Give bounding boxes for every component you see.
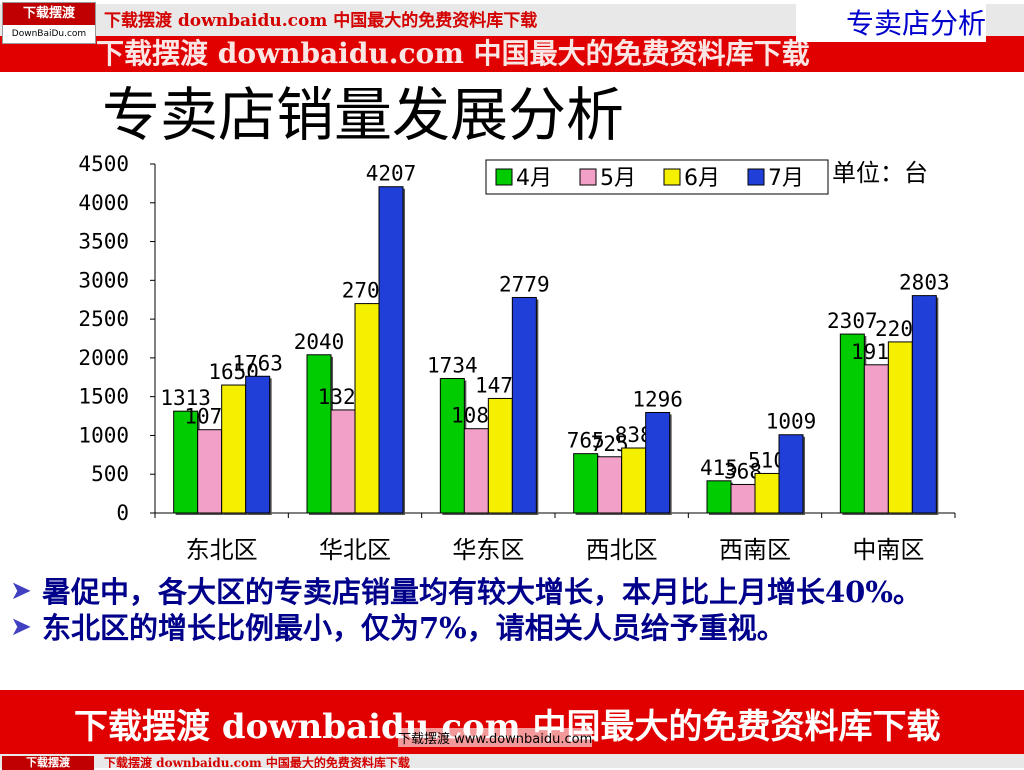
bar — [378, 186, 404, 514]
bar — [306, 354, 332, 514]
data-label: 765 — [567, 429, 605, 453]
legend-label: 5月 — [600, 166, 636, 191]
arrow-right-icon: ➤ — [10, 612, 32, 642]
logo-domain: DownBaiDu.com — [11, 29, 87, 39]
y-tick-label: 1500 — [78, 385, 129, 409]
x-tick-label: 华北区 — [319, 536, 391, 564]
bullet-text: 暑促中，各大区的专卖店销量均有较大增长，本月比上月增长40%。 — [42, 575, 922, 609]
y-tick-label: 500 — [91, 462, 129, 486]
y-tick-label: 4500 — [78, 152, 129, 176]
banner-text[interactable]: 下载摆渡 downbaidu.com 中国最大的免费资料库下载 — [104, 11, 538, 31]
bullet-item: ➤ 东北区的增长比例最小，仅为7%，请相关人员给予重视。 — [10, 610, 802, 646]
data-label: 1009 — [766, 410, 817, 434]
x-tick-label: 中南区 — [852, 536, 924, 564]
y-tick-label: 1000 — [78, 423, 129, 447]
y-tick-label: 3000 — [78, 268, 129, 292]
bar — [221, 384, 247, 514]
y-tick-label: 2000 — [78, 346, 129, 370]
bar — [245, 375, 271, 514]
sales-bar-chart: 0 500 1000 1500 2000 2500 3000 3500 4000 4500 东北区 华… — [78, 152, 956, 564]
y-tick-label: 4000 — [78, 191, 129, 215]
page-title: 专卖店销量发展分析 — [102, 81, 625, 149]
section-title: 专卖店分析 — [796, 4, 986, 42]
bar — [197, 429, 223, 514]
legend-swatch — [663, 168, 681, 186]
bar — [706, 480, 732, 514]
data-label: 2040 — [294, 330, 345, 354]
bar — [573, 453, 599, 514]
bar — [730, 483, 756, 514]
bottom-banner-text: 下载摆渡 downbaidu.com 中国最大的免费资料库下载 — [104, 756, 410, 768]
bar — [597, 456, 623, 514]
legend-swatch — [495, 168, 513, 186]
data-label: 1313 — [160, 386, 211, 410]
bar — [778, 434, 804, 514]
banner-stripe-text: 下载摆渡 downbaidu.com 中国最大的免费资料库下载 — [96, 37, 810, 70]
x-tick-label: 东北区 — [186, 536, 258, 564]
data-label: 2803 — [899, 271, 950, 295]
y-tick-label: 0 — [116, 501, 129, 525]
bar — [863, 364, 889, 514]
legend-swatch — [579, 168, 597, 186]
bottom-url-link[interactable]: 下载摆渡 www.downbaidu.com — [398, 728, 593, 747]
bottom-logo[interactable]: 下载摆渡 — [2, 756, 94, 770]
x-tick-label: 华东区 — [452, 536, 524, 564]
data-label: 1763 — [232, 351, 283, 375]
data-label: 415 — [700, 456, 738, 480]
logo-text: 下载摆渡 — [3, 3, 95, 25]
data-label: 4207 — [366, 162, 417, 186]
legend-label: 7月 — [768, 166, 804, 191]
data-label: 1296 — [632, 387, 683, 411]
data-label: 1734 — [427, 354, 478, 378]
bar — [487, 397, 513, 514]
bar — [911, 295, 937, 514]
bullet-item: ➤ 暑促中，各大区的专卖店销量均有较大增长，本月比上月增长40%。 — [10, 574, 992, 610]
bullet-text: 东北区的增长比例最小，仅为7%，请相关人员给予重视。 — [42, 611, 786, 645]
legend-label: 6月 — [684, 166, 720, 191]
y-tick-label: 3500 — [78, 230, 129, 254]
data-label: 2779 — [499, 272, 550, 296]
unit-label: 单位：台 — [832, 159, 928, 187]
legend-swatch — [747, 168, 765, 186]
legend-label: 4月 — [516, 166, 552, 191]
data-label: 2307 — [827, 309, 878, 333]
bar — [463, 428, 489, 514]
bar — [511, 296, 537, 514]
arrow-right-icon: ➤ — [10, 576, 32, 606]
bar — [645, 411, 671, 514]
legend-box — [485, 159, 829, 195]
bar — [887, 341, 913, 514]
bar — [330, 409, 356, 514]
site-logo[interactable]: 下载摆渡 DownBaiDu.com — [2, 2, 96, 44]
x-tick-label: 西北区 — [586, 536, 658, 564]
bar — [439, 378, 465, 514]
bar — [354, 303, 380, 514]
x-tick-label: 西南区 — [719, 536, 791, 564]
bar — [173, 410, 199, 514]
y-tick-label: 2500 — [78, 307, 129, 331]
bar — [621, 447, 647, 514]
bar — [754, 472, 780, 514]
bullet-list: ➤ 暑促中，各大区的专卖店销量均有较大增长，本月比上月增长40%。 ➤ 东北区的… — [10, 574, 1010, 646]
